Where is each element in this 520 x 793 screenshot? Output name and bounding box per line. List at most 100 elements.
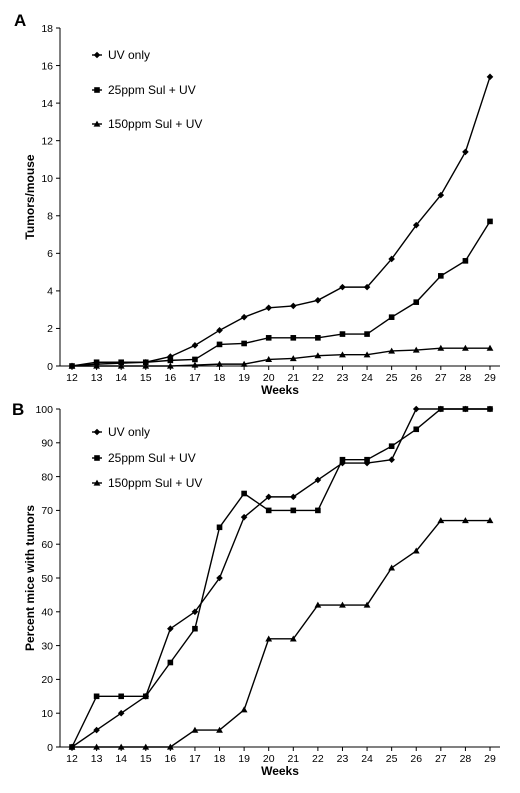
y-tick-label: 60 bbox=[41, 539, 53, 551]
data-point bbox=[339, 456, 346, 463]
y-tick-label: 10 bbox=[41, 173, 53, 185]
y-tick-label: 90 bbox=[41, 438, 53, 450]
legend-label: 150ppm Sul + UV bbox=[108, 476, 202, 490]
data-point bbox=[93, 726, 100, 734]
x-tick-label: 28 bbox=[460, 372, 472, 384]
data-point bbox=[265, 507, 272, 514]
x-tick-label: 15 bbox=[140, 372, 152, 384]
data-point bbox=[437, 191, 445, 199]
data-point bbox=[487, 218, 493, 225]
data-point bbox=[462, 517, 469, 524]
data-point bbox=[216, 574, 223, 582]
data-point bbox=[413, 299, 420, 305]
x-tick-label: 23 bbox=[337, 372, 349, 384]
data-point bbox=[314, 352, 322, 359]
y-tick-label: 10 bbox=[41, 708, 53, 720]
data-point bbox=[289, 355, 297, 362]
data-point bbox=[265, 635, 273, 642]
x-tick-label: 22 bbox=[312, 753, 324, 765]
data-point bbox=[289, 302, 297, 310]
data-point bbox=[166, 362, 174, 369]
series-line bbox=[72, 347, 490, 367]
legend-item: 150ppm Sul + UV bbox=[92, 476, 202, 490]
data-point bbox=[216, 726, 223, 733]
x-tick-label: 12 bbox=[66, 372, 78, 384]
series-3 bbox=[68, 517, 494, 750]
data-point bbox=[265, 304, 273, 312]
y-axis-title: Percent mice with tumors bbox=[23, 505, 37, 651]
x-tick-label: 25 bbox=[386, 753, 398, 765]
data-point bbox=[388, 255, 395, 263]
legend-item: 25ppm Sul + UV bbox=[92, 451, 196, 465]
data-point bbox=[412, 346, 420, 353]
data-point bbox=[388, 314, 395, 320]
x-tick-label: 28 bbox=[460, 753, 472, 765]
data-point bbox=[216, 327, 223, 334]
y-tick-label: 16 bbox=[41, 60, 53, 72]
data-point bbox=[265, 356, 273, 363]
series-line bbox=[71, 408, 490, 748]
data-point bbox=[216, 524, 223, 531]
data-point bbox=[216, 360, 223, 367]
data-point bbox=[462, 148, 469, 156]
data-point bbox=[192, 625, 198, 632]
data-point bbox=[191, 726, 199, 733]
data-point bbox=[167, 659, 174, 666]
x-tick-label: 16 bbox=[165, 753, 177, 765]
x-tick-label: 20 bbox=[263, 372, 275, 384]
y-tick-label: 4 bbox=[47, 286, 53, 298]
legend-label: 25ppm Sul + UV bbox=[108, 83, 196, 97]
data-point bbox=[117, 362, 125, 369]
panel-letter: B bbox=[12, 400, 24, 419]
data-point bbox=[462, 344, 469, 351]
data-point bbox=[339, 331, 346, 337]
data-point bbox=[93, 743, 100, 750]
data-point bbox=[413, 426, 420, 433]
data-point bbox=[142, 693, 149, 700]
data-point bbox=[290, 335, 297, 341]
y-tick-label: 70 bbox=[41, 505, 53, 517]
data-point bbox=[192, 356, 198, 363]
x-axis-title: Weeks bbox=[261, 764, 299, 778]
data-point bbox=[142, 362, 150, 369]
x-tick-label: 26 bbox=[410, 753, 422, 765]
data-point bbox=[166, 743, 174, 750]
y-tick-label: 50 bbox=[41, 573, 53, 585]
data-point bbox=[364, 456, 370, 463]
x-tick-label: 14 bbox=[115, 753, 127, 765]
data-point bbox=[339, 351, 346, 358]
y-axis-title: Tumors/mouse bbox=[23, 154, 37, 239]
data-point bbox=[118, 359, 124, 366]
legend-marker bbox=[93, 120, 101, 127]
x-tick-label: 19 bbox=[238, 372, 250, 384]
legend-marker bbox=[94, 87, 100, 93]
data-point bbox=[289, 493, 297, 501]
data-point bbox=[167, 625, 174, 632]
legend-marker bbox=[93, 479, 101, 486]
data-point bbox=[363, 351, 371, 358]
data-point bbox=[314, 296, 322, 304]
legend-marker bbox=[93, 428, 101, 436]
y-tick-label: 80 bbox=[41, 471, 53, 483]
legend-marker bbox=[93, 51, 101, 59]
x-tick-label: 17 bbox=[189, 372, 201, 384]
data-point bbox=[315, 507, 321, 514]
y-tick-label: 14 bbox=[41, 98, 53, 110]
y-tick-label: 12 bbox=[41, 135, 53, 147]
x-tick-label: 29 bbox=[484, 372, 496, 384]
x-tick-label: 14 bbox=[115, 372, 127, 384]
data-point bbox=[117, 743, 125, 750]
data-point bbox=[240, 360, 248, 367]
series-line bbox=[71, 408, 490, 748]
x-tick-label: 13 bbox=[91, 753, 103, 765]
y-tick-label: 8 bbox=[47, 211, 53, 223]
data-point bbox=[437, 517, 445, 524]
data-point bbox=[315, 335, 321, 341]
y-tick-label: 30 bbox=[41, 640, 53, 652]
x-tick-label: 21 bbox=[287, 372, 299, 384]
data-point bbox=[93, 359, 100, 366]
data-point bbox=[388, 456, 395, 463]
data-point bbox=[339, 601, 346, 608]
legend-marker bbox=[94, 455, 100, 461]
